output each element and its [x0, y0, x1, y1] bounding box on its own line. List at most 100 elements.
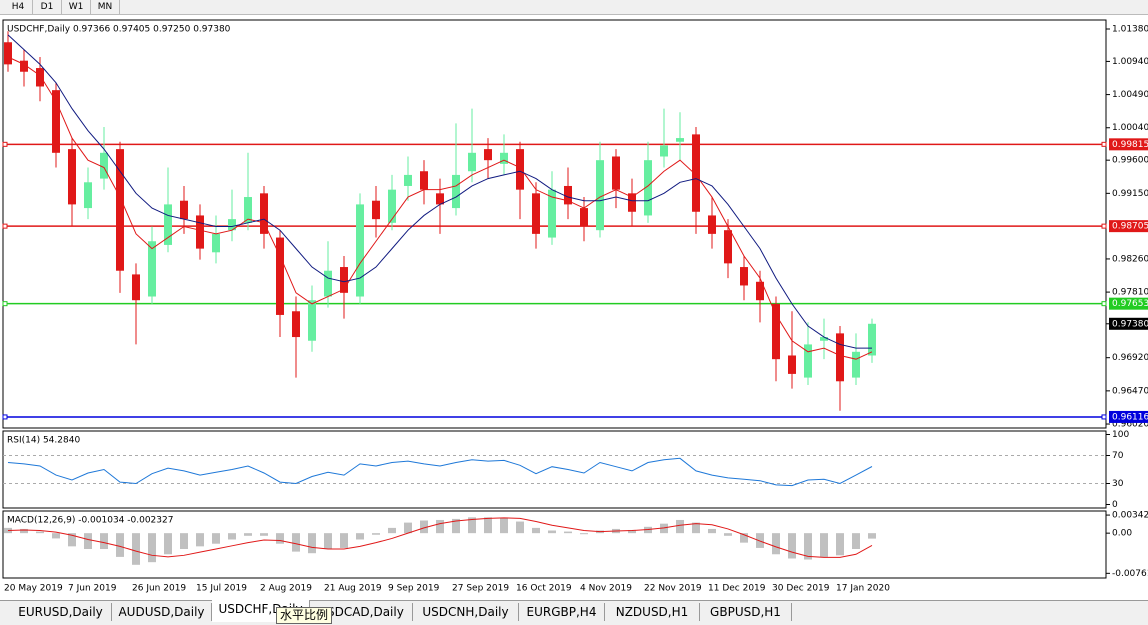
macd-bar: [644, 526, 652, 534]
macd-bar: [468, 517, 476, 534]
level-anchor: [1101, 223, 1107, 229]
macd-bar: [452, 518, 460, 534]
candle-body: [148, 241, 156, 297]
timeframe-tab[interactable]: MN: [91, 0, 120, 14]
level-price-box: [1109, 220, 1148, 233]
level-anchor: [1101, 141, 1107, 147]
level-price-label: 0.96116: [1112, 412, 1148, 422]
symbol-tab[interactable]: EURUSD,Daily: [10, 603, 112, 621]
x-tick-label: 15 Jul 2019: [196, 584, 247, 594]
candle-body: [36, 68, 44, 87]
candle-body: [596, 160, 604, 231]
timeframe-bar: H4 D1 W1 MN: [0, 0, 1148, 15]
candle-body: [420, 171, 428, 190]
candle-body: [788, 355, 796, 374]
y-tick-label: 1.01380: [1112, 24, 1148, 34]
level-anchor: [1101, 301, 1107, 307]
y-tick-label: 30: [1112, 479, 1124, 489]
chart: USDCHF,Daily 0.97366 0.97405 0.97250 0.9…: [2, 19, 1148, 594]
macd-bar: [84, 533, 92, 549]
macd-bar: [548, 530, 556, 534]
macd-bar: [628, 529, 636, 534]
x-tick-label: 16 Oct 2019: [516, 584, 572, 594]
macd-bar: [52, 533, 60, 539]
candle-body: [308, 300, 316, 341]
symbol-tab[interactable]: NZDUSD,H1: [605, 603, 700, 621]
macd-bar: [868, 533, 876, 539]
candle-body: [532, 193, 540, 234]
timeframe-tab[interactable]: W1: [62, 0, 91, 14]
macd-bar: [20, 528, 28, 534]
symbol-tab[interactable]: AUDUSD,Daily: [112, 603, 212, 621]
moving-average: [7, 34, 872, 349]
macd-bar: [724, 533, 732, 536]
macd-bar: [276, 533, 284, 544]
symbol-tab[interactable]: USDCNH,Daily: [413, 603, 519, 621]
y-tick-label: -0.007615: [1112, 569, 1148, 579]
macd-bar: [516, 521, 524, 534]
macd-bar: [292, 533, 300, 552]
candle-body: [772, 303, 780, 360]
candle-body: [724, 230, 732, 264]
symbol-tab[interactable]: USDCAD,Daily: [310, 603, 413, 621]
x-tick-label: 4 Nov 2019: [580, 584, 632, 594]
candle-body: [100, 152, 108, 179]
candle-body: [644, 160, 652, 216]
y-tick-label: 100: [1112, 430, 1129, 440]
last-price-label: 0.97380: [1112, 319, 1148, 329]
macd-bar: [420, 520, 428, 534]
macd-bar: [228, 533, 236, 540]
x-tick-label: 17 Jan 2020: [836, 584, 890, 594]
level-price-label: 0.99815: [1112, 140, 1148, 150]
level-price-label: 0.97653: [1112, 299, 1148, 309]
candle-body: [836, 333, 844, 382]
macd-bar: [132, 533, 140, 565]
candle-body: [356, 204, 364, 297]
timeframe-tab[interactable]: D1: [33, 0, 62, 14]
macd-bar: [436, 519, 444, 534]
y-tick-label: 70: [1112, 451, 1124, 461]
candle-body: [484, 149, 492, 161]
macd-bar: [388, 527, 396, 534]
candle-body: [116, 149, 124, 271]
macd-bar: [308, 533, 316, 554]
y-tick-label: 1.00490: [1112, 90, 1148, 100]
tooltip: 水平比例: [276, 607, 333, 624]
symbol-tab[interactable]: EURGBP,H4: [519, 603, 605, 621]
macd-bar: [404, 522, 412, 534]
candle-body: [52, 90, 60, 153]
candle-body: [452, 174, 460, 209]
y-tick-label: 0: [1112, 500, 1118, 510]
candle-body: [660, 145, 668, 157]
level-price-box: [1109, 410, 1148, 423]
macd-bar: [148, 533, 156, 563]
level-price-box: [1109, 138, 1148, 151]
last-price-box: [1109, 317, 1148, 330]
timeframe-tab[interactable]: H4: [4, 0, 33, 14]
macd-bar: [836, 533, 844, 556]
y-tick-label: 0.00: [1112, 529, 1132, 539]
macd-bar: [36, 531, 44, 534]
macd-bar: [212, 533, 220, 544]
x-tick-label: 7 Jun 2019: [68, 584, 117, 594]
macd-bar: [372, 533, 380, 535]
candle-body: [340, 267, 348, 293]
macd-bar: [260, 533, 268, 536]
candle-body: [708, 215, 716, 234]
macd-bar: [740, 533, 748, 543]
candle-body: [436, 193, 444, 205]
candle-body: [564, 185, 572, 205]
y-tick-label: 1.00940: [1112, 57, 1148, 67]
macd-bar: [164, 533, 172, 555]
level-price-box: [1109, 297, 1148, 310]
candle-body: [548, 189, 556, 238]
candle-body: [212, 233, 220, 253]
symbol-tab[interactable]: GBPUSD,H1: [700, 603, 792, 621]
candle-body: [4, 42, 12, 65]
macd-bar: [484, 517, 492, 534]
y-tick-label: 0.99600: [1112, 156, 1148, 166]
macd-bar: [676, 519, 684, 534]
candle-body: [612, 156, 620, 190]
macd-bar: [708, 528, 716, 534]
